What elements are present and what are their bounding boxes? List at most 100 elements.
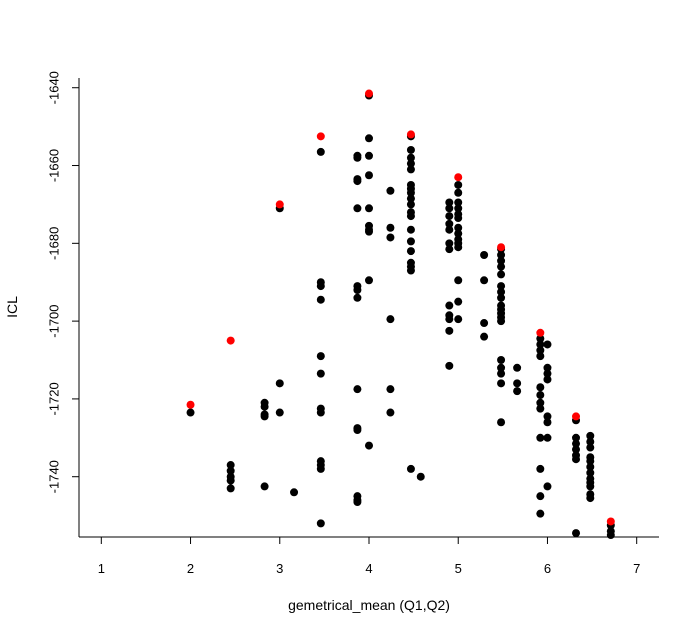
y-tick-label: -1720 bbox=[47, 382, 62, 415]
data-point bbox=[454, 204, 463, 213]
highlight-point bbox=[186, 400, 195, 409]
data-point bbox=[543, 363, 552, 372]
data-point bbox=[543, 482, 552, 491]
data-point bbox=[445, 245, 454, 254]
data-point bbox=[406, 225, 415, 234]
data-point bbox=[454, 180, 463, 189]
data-point bbox=[536, 492, 545, 501]
data-point bbox=[536, 340, 545, 349]
data-point bbox=[454, 276, 463, 285]
highlight-point bbox=[454, 173, 463, 182]
data-point bbox=[226, 484, 235, 493]
data-point bbox=[497, 270, 506, 279]
data-point bbox=[536, 509, 545, 518]
data-point bbox=[454, 214, 463, 223]
y-tick-label: -1680 bbox=[47, 227, 62, 260]
data-point bbox=[353, 293, 362, 302]
data-point bbox=[497, 262, 506, 271]
data-point bbox=[454, 243, 463, 252]
data-point bbox=[445, 301, 454, 310]
data-point bbox=[365, 134, 373, 143]
data-point bbox=[316, 295, 325, 304]
data-point bbox=[445, 361, 454, 370]
data-point bbox=[445, 212, 454, 221]
data-point bbox=[406, 464, 415, 473]
data-points bbox=[186, 89, 615, 540]
highlight-point bbox=[316, 132, 325, 141]
data-point bbox=[454, 297, 463, 306]
highlight-point bbox=[406, 130, 415, 139]
axes bbox=[78, 78, 659, 538]
x-tick-label: 6 bbox=[544, 561, 551, 576]
data-point bbox=[186, 408, 195, 417]
data-point bbox=[386, 223, 395, 232]
data-point bbox=[536, 391, 545, 400]
data-point bbox=[226, 476, 235, 485]
highlight-point bbox=[572, 412, 581, 421]
data-point bbox=[406, 237, 415, 246]
x-ticks: 1 2 3 4 5 6 7 bbox=[98, 537, 640, 576]
y-tick-label: -1700 bbox=[47, 304, 62, 337]
data-point bbox=[353, 204, 362, 213]
data-point bbox=[536, 346, 545, 355]
data-point bbox=[536, 464, 545, 473]
data-point bbox=[365, 441, 373, 450]
data-point bbox=[480, 319, 489, 328]
data-point bbox=[445, 198, 454, 207]
data-point bbox=[454, 223, 463, 232]
data-point bbox=[543, 412, 552, 421]
data-point bbox=[480, 250, 489, 259]
data-point bbox=[586, 482, 595, 491]
data-point bbox=[386, 385, 395, 394]
data-point bbox=[445, 326, 454, 335]
data-point bbox=[543, 375, 552, 384]
data-point bbox=[445, 204, 454, 213]
data-point bbox=[536, 352, 545, 361]
data-point bbox=[353, 285, 362, 294]
data-point bbox=[353, 497, 362, 506]
data-point bbox=[316, 408, 325, 417]
data-point bbox=[480, 332, 489, 341]
data-point bbox=[536, 398, 545, 407]
y-tick-label: -1740 bbox=[47, 460, 62, 493]
data-point bbox=[445, 219, 454, 228]
x-tick-label: 4 bbox=[365, 561, 372, 576]
data-point bbox=[572, 445, 581, 454]
data-point bbox=[365, 204, 373, 213]
data-point bbox=[586, 468, 595, 477]
data-point bbox=[497, 356, 506, 365]
data-point bbox=[406, 165, 415, 174]
data-point bbox=[586, 437, 595, 446]
data-point bbox=[260, 402, 269, 411]
data-point bbox=[513, 363, 522, 372]
data-point bbox=[497, 282, 506, 291]
data-point bbox=[606, 531, 615, 540]
data-point bbox=[226, 466, 235, 475]
data-point bbox=[406, 194, 415, 203]
data-point bbox=[365, 171, 373, 180]
data-point bbox=[572, 439, 581, 448]
x-tick-label: 1 bbox=[98, 561, 105, 576]
x-tick-label: 7 bbox=[633, 561, 640, 576]
x-tick-label: 5 bbox=[455, 561, 462, 576]
data-point bbox=[226, 461, 235, 470]
highlight-point bbox=[275, 200, 284, 209]
data-point bbox=[586, 457, 595, 466]
highlight-point bbox=[497, 243, 506, 252]
data-point bbox=[513, 387, 522, 396]
highlight-point bbox=[226, 336, 235, 345]
y-tick-label: -1640 bbox=[47, 71, 62, 104]
data-point bbox=[454, 198, 463, 207]
data-point bbox=[497, 418, 506, 427]
data-point bbox=[406, 212, 415, 221]
data-point bbox=[316, 369, 325, 378]
data-point bbox=[497, 256, 506, 265]
y-tick-label: -1660 bbox=[47, 149, 62, 182]
data-point bbox=[386, 315, 395, 324]
data-point bbox=[497, 250, 506, 259]
data-point bbox=[416, 472, 425, 481]
y-axis-title: ICL bbox=[4, 296, 20, 318]
data-point bbox=[316, 519, 325, 528]
data-point bbox=[406, 159, 415, 168]
